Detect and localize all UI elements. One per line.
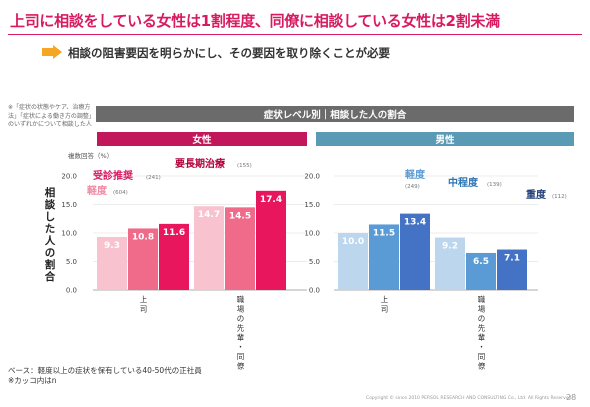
series-n: (139) — [487, 182, 502, 188]
footer-base-line: ベース：軽度以上の症状を保有している40-50代の正社員 — [8, 366, 202, 375]
category-label-char: 先 — [478, 323, 486, 333]
y-axis-label-char: た — [45, 223, 56, 235]
y-tick-label: 10.0 — [61, 230, 77, 238]
data-label: 9.2 — [442, 242, 458, 252]
series-name: 受診推奨 — [93, 169, 134, 182]
data-label: 9.3 — [104, 241, 120, 251]
page-subtitle: 相談の阻害要因を明らかにし、その要因を取り除くことが必要 — [68, 46, 390, 60]
y-tick-label: 5.0 — [66, 258, 77, 266]
y-tick-label: 15.0 — [61, 201, 77, 209]
unit-label: 複数回答（%） — [68, 151, 113, 160]
bar — [256, 190, 286, 290]
category-label-char: 司 — [381, 305, 389, 314]
data-label: 13.4 — [404, 218, 426, 228]
data-label: 6.5 — [473, 257, 489, 267]
y-axis-label-char: 談 — [45, 198, 56, 211]
category-label-char: の — [237, 314, 245, 323]
y-axis-label-char: 人 — [45, 234, 56, 247]
category-label-char: の — [478, 314, 486, 323]
bar — [400, 213, 430, 290]
bar — [97, 236, 127, 290]
category-label-char: 僚 — [237, 361, 245, 371]
footer-n-note: ※カッコ内はn — [8, 376, 57, 385]
category-label-char: 場 — [237, 304, 245, 314]
bar — [159, 223, 189, 290]
bar — [194, 206, 224, 290]
panel-title: 男性 — [435, 134, 455, 146]
data-label: 10.8 — [132, 232, 154, 242]
bar — [435, 237, 465, 290]
y-axis-label-char: の — [45, 247, 56, 259]
category-label-char: 僚 — [478, 361, 486, 371]
series-name: 軽度 — [87, 184, 108, 197]
series-n: (604) — [113, 190, 128, 196]
data-label: 11.6 — [163, 228, 185, 238]
series-n: (241) — [146, 175, 161, 181]
bar — [225, 207, 255, 290]
data-label: 14.7 — [198, 210, 220, 220]
category-label-char: 同 — [237, 352, 245, 361]
y-axis-label-char: 相 — [45, 186, 56, 199]
category-label-char: 先 — [237, 323, 245, 333]
series-name: 重度 — [526, 188, 547, 201]
y-tick-label: 0.0 — [309, 287, 320, 295]
category-label-char: 職 — [478, 295, 486, 304]
category-label-char: 司 — [140, 305, 148, 314]
category-label-char: ・ — [478, 343, 486, 352]
footer-note: ベース：軽度以上の症状を保有している40-50代の正社員 ※カッコ内はn — [8, 366, 202, 386]
data-label: 10.0 — [342, 237, 364, 247]
y-axis-label-char: 割 — [45, 258, 56, 271]
category-label-char: 輩 — [478, 332, 486, 342]
panel-header-bar — [316, 132, 574, 146]
panel-title: 女性 — [192, 134, 212, 146]
series-name: 軽度 — [405, 168, 426, 181]
bar — [497, 249, 527, 290]
bar — [466, 252, 496, 290]
data-label: 17.4 — [260, 195, 282, 205]
data-label: 14.5 — [229, 211, 251, 221]
series-name: 要長期治療 — [175, 157, 225, 170]
page-title: 上司に相談をしている女性は1割程度、同僚に相談している女性は2割未満 — [10, 12, 500, 30]
panel-header-bar — [97, 132, 307, 146]
y-tick-label: 20.0 — [61, 173, 77, 181]
bar — [369, 224, 399, 290]
series-n: (155) — [237, 163, 252, 169]
y-tick-label: 5.0 — [309, 258, 320, 266]
respondent-note: ※「症状の状態やケア、治療方法」「症状による働き方の調整」のいずれかについて相談… — [8, 104, 95, 129]
page-number: 28 — [566, 393, 577, 402]
title-divider — [8, 34, 582, 35]
category-label-char: ・ — [237, 343, 245, 352]
chart-title-bar — [96, 106, 574, 122]
y-axis-label-char: し — [45, 211, 56, 223]
arrow-right-icon — [42, 45, 62, 59]
category-label-char: 職 — [237, 295, 245, 304]
y-axis-label-char: 合 — [44, 270, 56, 283]
chart-title: 症状レベル別｜相談した人の割合 — [264, 109, 407, 121]
y-tick-label: 20.0 — [304, 173, 320, 181]
y-tick-label: 10.0 — [304, 230, 320, 238]
series-n: (112) — [552, 194, 567, 200]
category-label-char: 上 — [140, 295, 148, 304]
category-label-char: 輩 — [237, 332, 245, 342]
y-tick-label: 15.0 — [304, 201, 320, 209]
category-label-char: 同 — [478, 352, 486, 361]
y-tick-label: 0.0 — [66, 287, 77, 295]
series-name: 中程度 — [448, 176, 479, 189]
bar — [128, 228, 158, 290]
data-label: 7.1 — [504, 254, 520, 264]
series-n: (249) — [405, 184, 420, 190]
copyright-text: Copyright © since 2010 PERSOL RESEARCH A… — [366, 396, 573, 401]
category-label-char: 上 — [381, 295, 389, 304]
category-label-char: 場 — [478, 304, 486, 314]
data-label: 11.5 — [373, 228, 395, 238]
bar — [338, 233, 368, 290]
